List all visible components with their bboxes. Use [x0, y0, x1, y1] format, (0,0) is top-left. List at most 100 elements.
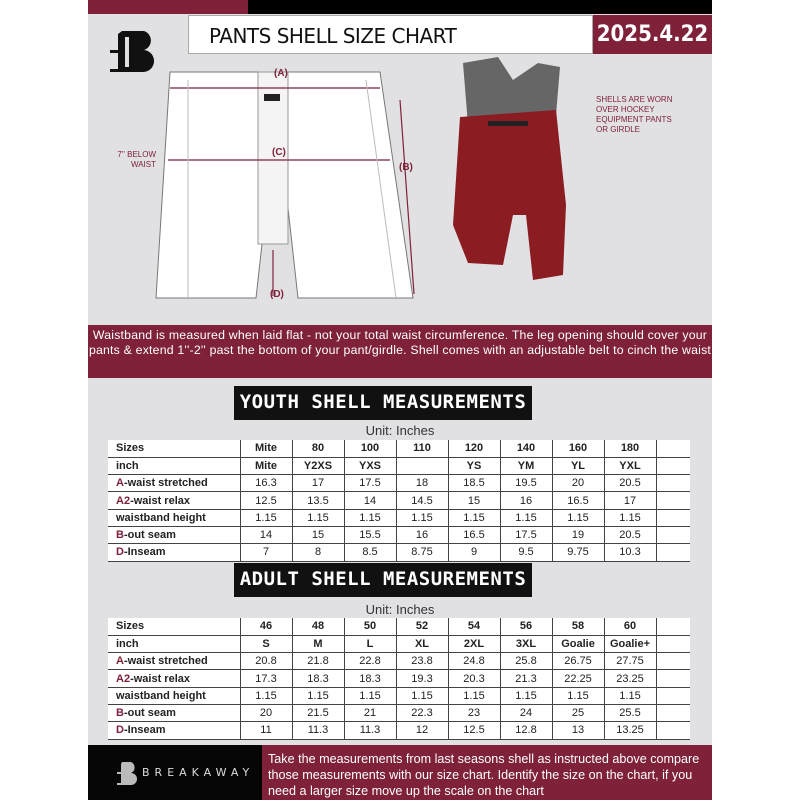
measurement-name: -Inseam [123, 724, 166, 737]
footer-brand-name: BREAKAWAY [142, 766, 255, 779]
table-cell: 27.75 [603, 652, 656, 671]
measurement-letter: B [116, 529, 124, 542]
table-cell: 15 [447, 491, 500, 510]
table-cell: 25.5 [603, 704, 656, 723]
table-cell: 17 [291, 474, 344, 493]
measurement-name: -waist relax [130, 494, 190, 507]
table-cell: 9.75 [551, 543, 604, 562]
spacer-cell [655, 652, 690, 671]
table-cell: 50 [343, 618, 396, 636]
row-label: B-out seam [108, 526, 240, 545]
table-cell: 12.8 [499, 721, 552, 740]
measurement-name: -out seam [123, 707, 176, 720]
adult-section-title: ADULT SHELL MEASUREMENTS [234, 563, 532, 597]
table-cell: 58 [551, 618, 604, 636]
red-pants-shell-photo [453, 57, 566, 280]
spacer-cell [655, 721, 690, 740]
table-cell: 11.3 [291, 721, 344, 740]
table-cell: 25 [551, 704, 604, 723]
table-cell: 1.15 [447, 687, 500, 705]
table-cell: 1.15 [239, 687, 292, 705]
table-cell: 8.5 [343, 543, 396, 562]
breakaway-logo [110, 31, 155, 73]
spacer-cell [655, 509, 690, 527]
table-cell: 14.5 [395, 491, 448, 510]
row-label: A2-waist relax [108, 669, 240, 688]
table-cell: 60 [603, 618, 656, 636]
table-cell: 1.15 [291, 509, 344, 527]
table-cell: 26.75 [551, 652, 604, 671]
table-cell: YS [447, 457, 500, 476]
measurement-instructions-banner: Waistband is measured when laid flat - n… [88, 325, 712, 378]
table-cell: 11.3 [343, 721, 396, 740]
label-c: (C) [272, 147, 286, 158]
table-cell: 1.15 [499, 687, 552, 705]
table-cell: 1.15 [343, 687, 396, 705]
shell-note: SHELLS ARE WORN OVER HOCKEY EQUIPMENT PA… [596, 95, 673, 134]
table-row: A-waist stretched 20.8 21.8 22.8 23.8 24.8 25.… [108, 652, 690, 671]
table-cell: 18.3 [343, 669, 396, 688]
table-cell: 23 [447, 704, 500, 723]
measurement-name: Sizes [116, 442, 145, 455]
table-cell: 12.5 [239, 491, 292, 510]
table-cell: 14 [239, 526, 292, 545]
table-cell: 16.3 [239, 474, 292, 493]
table-cell: Goalie [551, 635, 604, 654]
below-waist-note: 7'' BELOW WAIST [117, 150, 156, 169]
row-label: D-Inseam [108, 543, 240, 562]
table-cell: 2XL [447, 635, 500, 654]
table-cell: 17.5 [499, 526, 552, 545]
measurement-name: -waist stretched [123, 477, 208, 490]
row-label: inch [108, 457, 240, 476]
table-row: Sizes Mite 80 100 110 120 140 160 180 [108, 440, 690, 458]
table-cell: 12 [395, 721, 448, 740]
table-cell: 1.15 [343, 509, 396, 527]
table-cell: 14 [343, 491, 396, 510]
table-cell: 1.15 [499, 509, 552, 527]
measurement-name: -waist relax [130, 672, 190, 685]
table-cell: 25.8 [499, 652, 552, 671]
measurement-name: inch [116, 637, 139, 650]
spacer-cell [655, 687, 690, 705]
table-row: D-Inseam 7 8 8.5 8.75 9 9.5 9.75 10.3 [108, 543, 690, 562]
table-cell: 17.3 [239, 669, 292, 688]
row-label: Sizes [108, 618, 240, 636]
pants-diagram [155, 71, 415, 299]
table-cell: 19.5 [499, 474, 552, 493]
spacer-cell [655, 543, 690, 562]
table-cell: Goalie+ [603, 635, 656, 654]
table-cell: 12.5 [447, 721, 500, 740]
table-cell: Mite [239, 457, 292, 476]
table-cell: 160 [551, 440, 604, 458]
spacer-cell [655, 491, 690, 510]
measurement-letter: B [116, 707, 124, 720]
measurement-name: waistband height [116, 511, 206, 524]
table-cell: 21.5 [291, 704, 344, 723]
table-row: waistband height 1.15 1.15 1.15 1.15 1.15 1.15… [108, 687, 690, 705]
table-cell: 15 [291, 526, 344, 545]
measurement-letter: A2 [116, 672, 131, 685]
table-cell: S [239, 635, 292, 654]
spacer-cell [655, 440, 690, 458]
table-cell: 110 [395, 440, 448, 458]
table-cell: 19 [551, 526, 604, 545]
table-row: B-out seam 14 15 15.5 16 16.5 17.5 19 20.5 [108, 526, 690, 545]
table-cell: 54 [447, 618, 500, 636]
table-cell: 13.5 [291, 491, 344, 510]
label-b: (B) [399, 162, 413, 173]
table-cell: 20.8 [239, 652, 292, 671]
spacer-cell [655, 704, 690, 723]
table-cell: 21.8 [291, 652, 344, 671]
spacer-cell [655, 618, 690, 636]
table-cell: 19.3 [395, 669, 448, 688]
measurement-letter: D [116, 546, 124, 559]
table-cell: 15.5 [343, 526, 396, 545]
spacer-cell [655, 669, 690, 688]
table-cell: 80 [291, 440, 344, 458]
top-accent-bar [88, 0, 248, 14]
table-cell: 1.15 [395, 509, 448, 527]
table-cell: 1.15 [239, 509, 292, 527]
table-cell: 18.5 [447, 474, 500, 493]
table-cell: 20.3 [447, 669, 500, 688]
table-cell: 16.5 [551, 491, 604, 510]
